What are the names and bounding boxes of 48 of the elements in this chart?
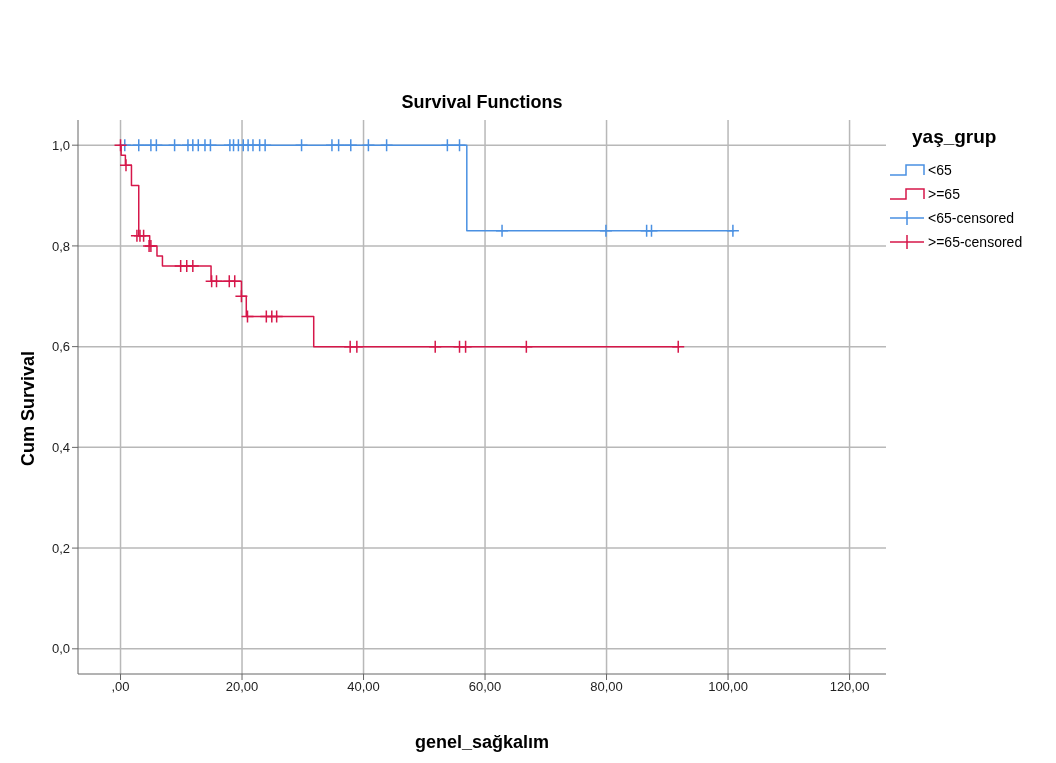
point: [458, 339, 473, 354]
point: [167, 138, 182, 152]
point: [294, 138, 309, 152]
x-axis-title: genel_sağkalım: [413, 732, 551, 753]
x-tick-label: 100,00: [708, 679, 748, 695]
y-tick-label: 0,2: [51, 540, 70, 556]
point: [331, 138, 346, 152]
point: [361, 138, 376, 152]
legend-label: <65: [928, 162, 952, 178]
point: [519, 339, 534, 354]
point: [350, 339, 364, 354]
legend-title: yaş_grup: [912, 126, 998, 148]
y-tick-label: 0,6: [51, 339, 70, 355]
x-tick-label: ,00: [111, 679, 130, 695]
point: [149, 138, 164, 152]
point: [599, 224, 613, 238]
point: [258, 138, 272, 152]
point: [186, 259, 200, 273]
point: [132, 138, 146, 152]
point: [234, 289, 249, 304]
y-tick-label: 1,0: [51, 137, 70, 153]
x-tick-label: 60,00: [468, 679, 502, 695]
point: [240, 309, 255, 324]
x-tick-label: 80,00: [590, 679, 623, 695]
x-tick-label: 120,00: [829, 679, 870, 695]
point: [269, 309, 284, 324]
legend-label: >=65-censored: [928, 234, 1023, 250]
point: [671, 339, 685, 354]
y-tick-label: 0,0: [51, 641, 70, 657]
point: [644, 224, 659, 238]
y-tick-label: 0,4: [51, 439, 70, 455]
legend-label: >=65: [928, 186, 960, 202]
x-tick-label: 20,00: [225, 679, 259, 695]
point: [379, 138, 394, 152]
legend-label: <65-censored: [928, 210, 1015, 226]
point: [344, 138, 358, 152]
point: [119, 158, 133, 173]
point: [495, 224, 509, 238]
point: [452, 138, 467, 152]
y-axis-title: Cum Survival: [17, 350, 39, 469]
x-tick-label: 40,00: [347, 679, 380, 695]
point: [726, 224, 740, 238]
point: [440, 138, 455, 152]
chart-title: Survival Functions: [400, 92, 564, 113]
point: [209, 274, 224, 288]
point: [113, 138, 128, 152]
point: [428, 339, 442, 354]
y-tick-label: 0,8: [51, 238, 70, 254]
